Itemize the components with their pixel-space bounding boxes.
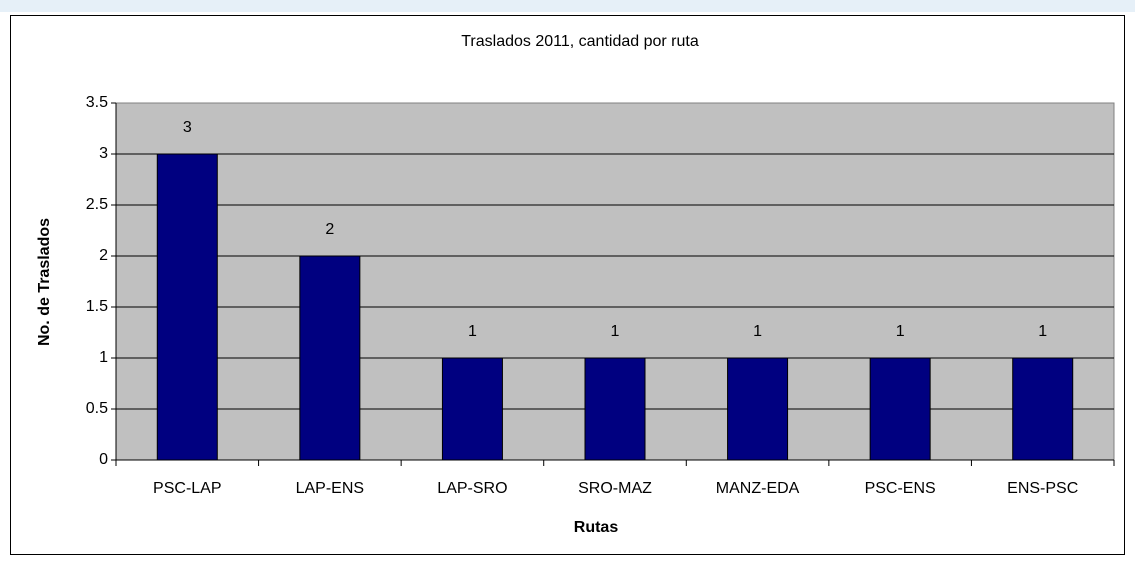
y-tick-label: 3.5 <box>86 94 108 111</box>
bar <box>584 357 646 461</box>
bar <box>869 357 931 461</box>
data-label: 2 <box>325 221 334 238</box>
y-tick-label: 0.5 <box>86 400 108 417</box>
bar <box>727 357 789 461</box>
x-tick-label: ENS-PSC <box>1007 480 1078 497</box>
y-tick-label: 2 <box>99 247 108 264</box>
x-tick-label: PSC-LAP <box>153 480 221 497</box>
data-label: 1 <box>611 323 620 340</box>
x-tick-label: MANZ-EDA <box>716 480 800 497</box>
x-tick-label: PSC-ENS <box>865 480 936 497</box>
x-tick-label: LAP-ENS <box>296 480 364 497</box>
data-label: 1 <box>753 323 762 340</box>
y-tick-label: 1.5 <box>86 298 108 315</box>
y-tick-label: 0 <box>99 451 108 468</box>
bar <box>299 255 361 461</box>
data-label: 3 <box>183 119 192 136</box>
background-decoration <box>0 0 1135 12</box>
bar <box>441 357 503 461</box>
data-label: 1 <box>896 323 905 340</box>
bar <box>1012 357 1074 461</box>
y-tick-label: 3 <box>99 145 108 162</box>
data-label: 1 <box>1038 323 1047 340</box>
y-tick-label: 2.5 <box>86 196 108 213</box>
x-axis-label: Rutas <box>574 519 619 536</box>
y-axis-label: No. de Traslados <box>36 218 53 346</box>
bar <box>156 153 218 461</box>
chart-title: Traslados 2011, cantidad por ruta <box>461 33 699 50</box>
data-label: 1 <box>468 323 477 340</box>
x-tick-label: LAP-SRO <box>437 480 507 497</box>
y-tick-label: 1 <box>99 349 108 366</box>
x-tick-label: SRO-MAZ <box>578 480 652 497</box>
